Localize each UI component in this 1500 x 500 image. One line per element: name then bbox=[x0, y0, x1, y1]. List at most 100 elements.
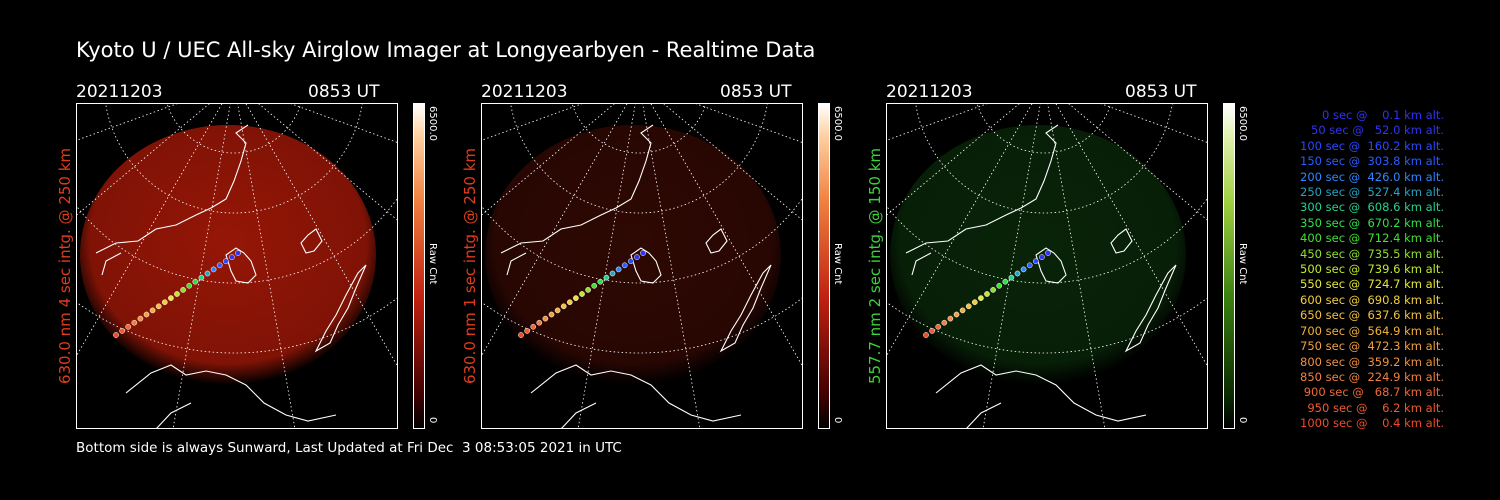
trajectory-point bbox=[174, 291, 180, 297]
legend-entry: 400 sec @ 712.4 km alt. bbox=[1300, 231, 1444, 246]
trajectory-point bbox=[971, 299, 978, 306]
trajectory-point bbox=[186, 282, 193, 289]
trajectory-point bbox=[597, 278, 604, 285]
trajectory-point bbox=[204, 270, 211, 277]
trajectory-point bbox=[180, 287, 186, 293]
trajectory-point bbox=[941, 319, 948, 326]
trajectory-point bbox=[210, 266, 217, 273]
legend-entry: 550 sec @ 724.7 km alt. bbox=[1300, 277, 1444, 292]
trajectory-point bbox=[566, 299, 573, 306]
legend-entry: 200 sec @ 426.0 km alt. bbox=[1300, 169, 1444, 184]
trajectory-point bbox=[959, 307, 966, 314]
legend-entry: 150 sec @ 303.8 km alt. bbox=[1300, 154, 1444, 169]
trajectory-point bbox=[518, 332, 524, 338]
trajectory-point bbox=[137, 315, 144, 322]
trajectory-point bbox=[229, 254, 235, 260]
trajectory-point bbox=[591, 282, 598, 289]
trajectory-point bbox=[113, 332, 119, 338]
legend-entry: 0 sec @ 0.1 km alt. bbox=[1321, 108, 1444, 122]
trajectory-point bbox=[634, 254, 640, 260]
trajectory-point bbox=[524, 328, 530, 334]
colorbar-1-min: 0 bbox=[427, 417, 438, 424]
panel-1-label: 630.0 nm 4 sec intg. @ 250 km bbox=[56, 147, 74, 385]
trajectory-point bbox=[560, 303, 567, 310]
coastline bbox=[630, 247, 662, 284]
colorbar-3-min: 0 bbox=[1237, 417, 1248, 424]
trajectory-point bbox=[935, 323, 942, 330]
trajectory-point bbox=[990, 287, 996, 293]
airglow-image-630-4s bbox=[76, 103, 398, 429]
colorbar-1-max: 6500.0 bbox=[427, 106, 438, 141]
trajectory-point bbox=[1032, 258, 1039, 265]
trajectory-point bbox=[978, 295, 984, 301]
trajectory-point bbox=[640, 250, 646, 256]
trajectory-point bbox=[585, 287, 591, 293]
trajectory-point bbox=[1045, 250, 1051, 256]
airglow-disk bbox=[890, 125, 1186, 385]
colorbar-3-max: 6500.0 bbox=[1237, 106, 1248, 141]
coastline bbox=[1035, 247, 1067, 284]
trajectory-point bbox=[161, 299, 168, 306]
legend-entry: 600 sec @ 690.8 km alt. bbox=[1300, 292, 1444, 307]
legend-entry: 100 sec @ 160.2 km alt. bbox=[1300, 138, 1444, 153]
trajectory-point bbox=[216, 262, 223, 269]
coastline bbox=[300, 228, 323, 254]
trajectory-point bbox=[119, 328, 125, 334]
trajectory-point bbox=[965, 303, 972, 310]
trajectory-point bbox=[168, 295, 174, 301]
date-label-1: 20211203 bbox=[76, 82, 163, 102]
coastline bbox=[530, 364, 742, 429]
trajectory-point bbox=[554, 307, 561, 314]
coastline bbox=[225, 247, 257, 284]
legend-entry: 450 sec @ 735.5 km alt. bbox=[1300, 246, 1444, 261]
trajectory-point bbox=[1008, 274, 1015, 281]
colorbar-1 bbox=[413, 103, 425, 429]
time-label-3: 0853 UT bbox=[1125, 82, 1197, 102]
time-label-2: 0853 UT bbox=[720, 82, 792, 102]
legend-entry: 350 sec @ 670.2 km alt. bbox=[1300, 215, 1444, 230]
legend-entry: 700 sec @ 564.9 km alt. bbox=[1300, 323, 1444, 338]
trajectory-point bbox=[609, 270, 616, 277]
trajectory-point bbox=[953, 311, 960, 318]
legend-entry: 650 sec @ 637.6 km alt. bbox=[1300, 308, 1444, 323]
legend-entry: 850 sec @ 224.9 km alt. bbox=[1300, 369, 1444, 384]
trajectory-point bbox=[235, 250, 241, 256]
trajectory-point bbox=[923, 332, 929, 338]
trajectory-point bbox=[530, 323, 537, 330]
legend-entry: 1000 sec @ 0.4 km alt. bbox=[1300, 416, 1444, 431]
trajectory-point bbox=[1039, 254, 1045, 260]
trajectory-point bbox=[984, 291, 990, 297]
trajectory-point bbox=[1002, 278, 1009, 285]
legend-entry: 500 sec @ 739.6 km alt. bbox=[1300, 262, 1444, 277]
footer-note: Bottom side is always Sunward, Last Upda… bbox=[76, 440, 622, 456]
trajectory-legend: 0 sec @ 0.1 km alt. 50 sec @ 52.0 km alt… bbox=[1258, 108, 1444, 432]
airglow-image-630-1s bbox=[481, 103, 803, 429]
coastline bbox=[95, 124, 249, 276]
trajectory-point bbox=[125, 323, 132, 330]
time-label-1: 0853 UT bbox=[308, 82, 380, 102]
coastline bbox=[719, 264, 772, 353]
coastline bbox=[125, 364, 337, 429]
legend-entry: 950 sec @ 6.2 km alt. bbox=[1307, 400, 1444, 415]
panel-3-label: 557.7 nm 2 sec intg. @ 150 km bbox=[866, 147, 884, 385]
trajectory-point bbox=[627, 258, 634, 265]
panel-2-label: 630.0 nm 1 sec intg. @ 250 km bbox=[461, 147, 479, 385]
trajectory-point bbox=[1020, 266, 1027, 273]
coastline bbox=[500, 124, 654, 276]
trajectory-point bbox=[149, 307, 156, 314]
colorbar-2 bbox=[818, 103, 830, 429]
trajectory-point bbox=[1026, 262, 1033, 269]
colorbar-2-unit: Raw Cnt bbox=[832, 243, 843, 285]
trajectory-point bbox=[929, 328, 935, 334]
colorbar-1-unit: Raw Cnt bbox=[427, 243, 438, 285]
coastline bbox=[314, 264, 367, 353]
page-title: Kyoto U / UEC All-sky Airglow Imager at … bbox=[76, 38, 816, 62]
legend-entry: 800 sec @ 359.2 km alt. bbox=[1300, 354, 1444, 369]
trajectory-point bbox=[621, 262, 628, 269]
coastline bbox=[935, 364, 1147, 429]
coastline bbox=[705, 228, 728, 254]
legend-entry: 250 sec @ 527.4 km alt. bbox=[1300, 185, 1444, 200]
airglow-image-557-2s bbox=[886, 103, 1208, 429]
trajectory-point bbox=[579, 291, 585, 297]
trajectory-point bbox=[1014, 270, 1021, 277]
